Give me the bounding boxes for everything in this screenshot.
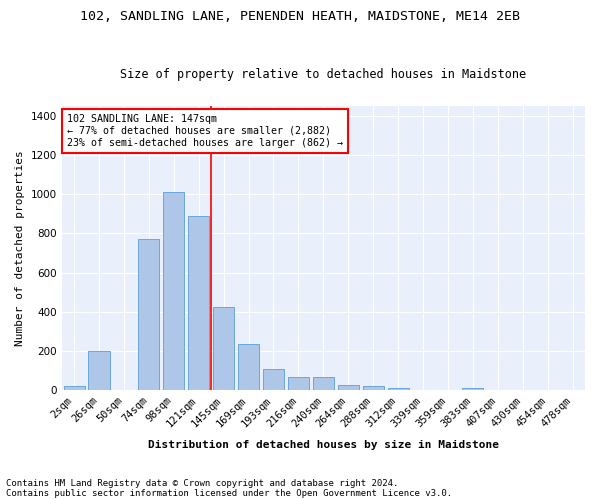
Bar xyxy=(263,369,284,390)
X-axis label: Distribution of detached houses by size in Maidstone: Distribution of detached houses by size … xyxy=(148,440,499,450)
Bar xyxy=(338,385,359,390)
Text: Contains public sector information licensed under the Open Government Licence v3: Contains public sector information licen… xyxy=(6,488,452,498)
Bar xyxy=(64,386,85,390)
Bar xyxy=(288,376,309,390)
Bar xyxy=(313,376,334,390)
Title: Size of property relative to detached houses in Maidstone: Size of property relative to detached ho… xyxy=(120,68,526,81)
Text: 102 SANDLING LANE: 147sqm
← 77% of detached houses are smaller (2,882)
23% of se: 102 SANDLING LANE: 147sqm ← 77% of detac… xyxy=(67,114,343,148)
Bar xyxy=(138,240,160,390)
Bar xyxy=(388,388,409,390)
Bar xyxy=(88,351,110,391)
Text: 102, SANDLING LANE, PENENDEN HEATH, MAIDSTONE, ME14 2EB: 102, SANDLING LANE, PENENDEN HEATH, MAID… xyxy=(80,10,520,23)
Text: Contains HM Land Registry data © Crown copyright and database right 2024.: Contains HM Land Registry data © Crown c… xyxy=(6,478,398,488)
Bar xyxy=(213,307,234,390)
Bar xyxy=(462,388,484,390)
Y-axis label: Number of detached properties: Number of detached properties xyxy=(15,150,25,346)
Bar xyxy=(188,216,209,390)
Bar xyxy=(362,386,384,390)
Bar xyxy=(163,192,184,390)
Bar xyxy=(238,344,259,391)
